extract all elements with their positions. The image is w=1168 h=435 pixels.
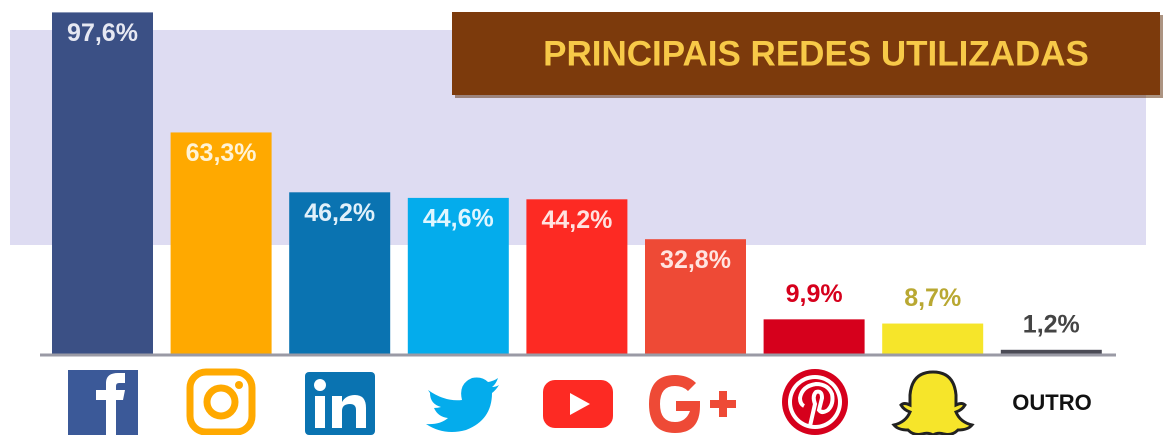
value-label: 32,8% bbox=[660, 246, 731, 274]
value-label: 8,7% bbox=[904, 284, 961, 312]
title-box bbox=[452, 12, 1160, 95]
icon-youtube bbox=[543, 380, 613, 428]
icon-instagram bbox=[186, 368, 256, 435]
bar bbox=[289, 192, 391, 354]
bar bbox=[882, 323, 984, 354]
bar bbox=[763, 319, 865, 354]
value-label: 1,2% bbox=[1023, 310, 1080, 338]
bar bbox=[526, 199, 628, 354]
bars bbox=[52, 12, 1102, 355]
icon-googleplus bbox=[649, 375, 736, 433]
bar bbox=[1000, 349, 1102, 354]
icon-twitter bbox=[426, 377, 499, 432]
value-label: 63,3% bbox=[186, 139, 257, 167]
value-label: 46,2% bbox=[304, 199, 375, 227]
icon-pinterest bbox=[782, 369, 848, 435]
bar bbox=[645, 239, 746, 354]
category-label: OUTRO bbox=[1012, 390, 1091, 415]
bar bbox=[52, 12, 153, 355]
chart-title: PRINCIPAIS REDES UTILIZADAS bbox=[543, 34, 1089, 73]
bar bbox=[170, 132, 272, 354]
icon-linkedin bbox=[305, 372, 375, 435]
icon-facebook bbox=[68, 370, 138, 435]
value-label: 44,2% bbox=[541, 206, 612, 234]
value-label: 97,6% bbox=[67, 19, 138, 47]
value-label: 9,9% bbox=[786, 280, 843, 308]
icon-snapchat bbox=[891, 370, 975, 435]
value-label: 44,6% bbox=[423, 205, 494, 233]
bar bbox=[407, 197, 509, 354]
